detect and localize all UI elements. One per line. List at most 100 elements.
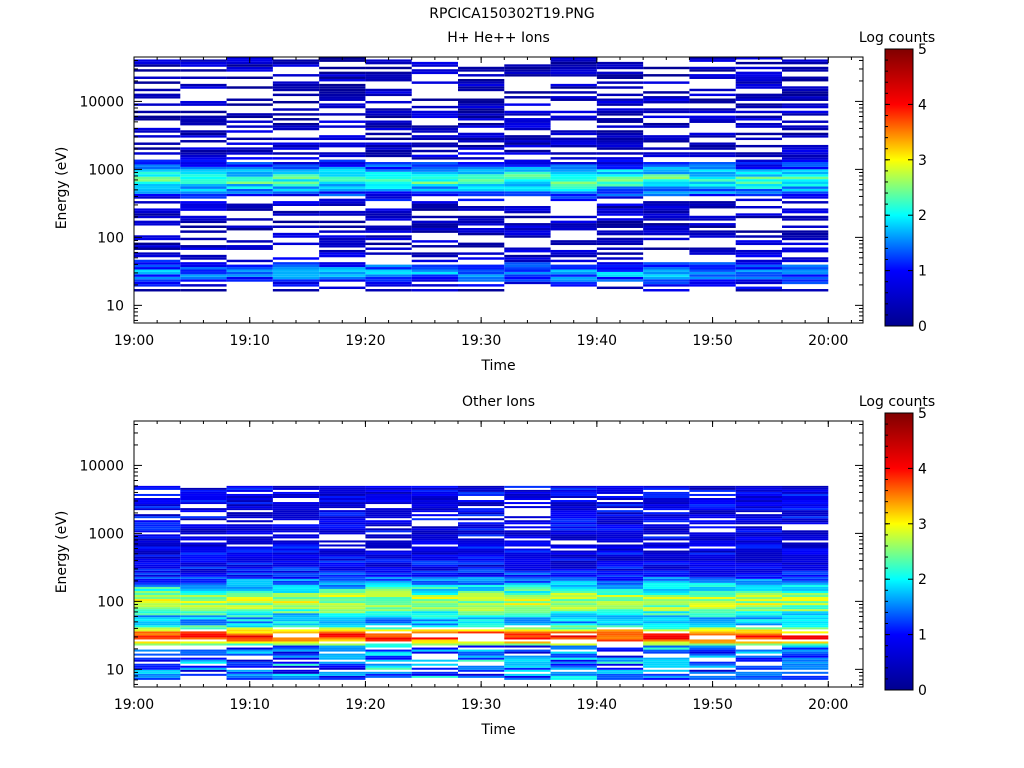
heatmap-cell — [458, 502, 505, 505]
heatmap-cell — [458, 171, 505, 175]
heatmap-cell — [272, 530, 320, 533]
heatmap-cell — [458, 568, 505, 571]
heatmap-cell — [643, 538, 690, 541]
heatmap-cell — [689, 493, 736, 496]
heatmap-cell — [596, 558, 644, 561]
heatmap-cell — [134, 671, 181, 674]
heatmap-cell — [643, 542, 690, 545]
heatmap-cell — [689, 522, 736, 525]
heatmap-cell — [226, 274, 273, 277]
heatmap-cell — [735, 520, 782, 523]
heatmap-cell — [226, 147, 273, 150]
heatmap-cell — [134, 522, 181, 525]
colorbar-tick-label: 3 — [918, 517, 927, 533]
heatmap-cell — [134, 582, 181, 585]
heatmap-cell — [411, 526, 458, 529]
heatmap-cell — [226, 677, 273, 680]
heatmap-cell — [735, 193, 782, 197]
heatmap-cell — [226, 174, 273, 177]
heatmap-cell — [458, 631, 505, 634]
heatmap-cell — [180, 603, 227, 606]
heatmap-cell — [458, 86, 505, 89]
heatmap-cell — [180, 637, 227, 640]
heatmap-cell — [180, 61, 227, 65]
heatmap-cell — [643, 495, 690, 498]
heatmap-cell — [272, 93, 320, 97]
heatmap-cell — [226, 661, 273, 664]
heatmap-cell — [411, 105, 458, 109]
heatmap-cell — [782, 643, 829, 646]
heatmap-cell — [782, 574, 829, 577]
heatmap-cell — [782, 534, 829, 537]
heatmap-cell — [689, 536, 736, 539]
heatmap-cell — [689, 623, 736, 626]
heatmap-cell — [458, 100, 505, 104]
heatmap-cell — [458, 605, 505, 608]
heatmap-cell — [365, 592, 412, 595]
heatmap-cell — [134, 629, 181, 632]
heatmap-cell — [643, 485, 690, 488]
heatmap-cell — [504, 566, 551, 569]
heatmap-cell — [643, 520, 690, 523]
heatmap-cell — [782, 661, 829, 664]
heatmap-cell — [411, 639, 458, 642]
heatmap-cell — [134, 64, 181, 67]
heatmap-cell — [458, 264, 505, 268]
heatmap-cell — [550, 284, 597, 287]
heatmap-cell — [689, 506, 736, 509]
heatmap-cell — [180, 289, 227, 292]
heatmap-cell — [735, 562, 782, 565]
heatmap-cell — [319, 242, 366, 246]
heatmap-cell — [689, 215, 736, 219]
heatmap-cell — [550, 645, 597, 648]
heatmap-cell — [596, 619, 644, 622]
heatmap-cell — [735, 649, 782, 652]
heatmap-cell — [550, 564, 597, 567]
heatmap-cell — [735, 556, 782, 559]
heatmap-cell — [689, 176, 736, 180]
heatmap-cell — [782, 169, 829, 172]
heatmap-cell — [689, 568, 736, 571]
heatmap-cell — [643, 271, 690, 275]
heatmap-cell — [643, 193, 690, 197]
heatmap-cell — [226, 653, 273, 656]
heatmap-cell — [319, 502, 366, 505]
heatmap-cell — [782, 677, 829, 680]
heatmap-cell — [689, 487, 736, 490]
colorbar-tick-label: 1 — [918, 264, 927, 280]
heatmap-cell — [319, 520, 366, 523]
heatmap-cell — [643, 491, 690, 494]
heatmap-cell — [782, 647, 829, 650]
heatmap-cell — [596, 580, 644, 583]
heatmap-cell — [411, 530, 458, 533]
heatmap-cell — [689, 603, 736, 606]
top-panel-title: H+ He++ Ions — [447, 30, 550, 46]
heatmap-cell — [596, 262, 644, 265]
heatmap-cell — [134, 127, 181, 131]
heatmap-cell — [596, 574, 644, 577]
heatmap-cell — [550, 86, 597, 89]
heatmap-cell — [180, 86, 227, 89]
heatmap-cell — [504, 127, 551, 131]
heatmap-cell — [134, 570, 181, 573]
heatmap-cell — [596, 671, 644, 674]
heatmap-cell — [596, 526, 644, 529]
heatmap-cell — [319, 142, 366, 145]
heatmap-cell — [226, 619, 273, 622]
heatmap-cell — [272, 59, 320, 62]
heatmap-cell — [319, 572, 366, 575]
heatmap-cell — [411, 289, 458, 292]
heatmap-cell — [365, 252, 412, 255]
heatmap-cell — [180, 516, 227, 519]
heatmap-cell — [504, 582, 551, 585]
heatmap-cell — [180, 643, 227, 646]
heatmap-cell — [550, 607, 597, 610]
heatmap-cell — [319, 498, 366, 501]
heatmap-cell — [596, 552, 644, 555]
heatmap-cell — [134, 130, 181, 133]
heatmap-cell — [226, 540, 273, 543]
heatmap-cell — [458, 118, 505, 121]
heatmap-cell — [782, 103, 829, 106]
heatmap-cell — [458, 607, 505, 610]
heatmap-cell — [782, 230, 829, 233]
